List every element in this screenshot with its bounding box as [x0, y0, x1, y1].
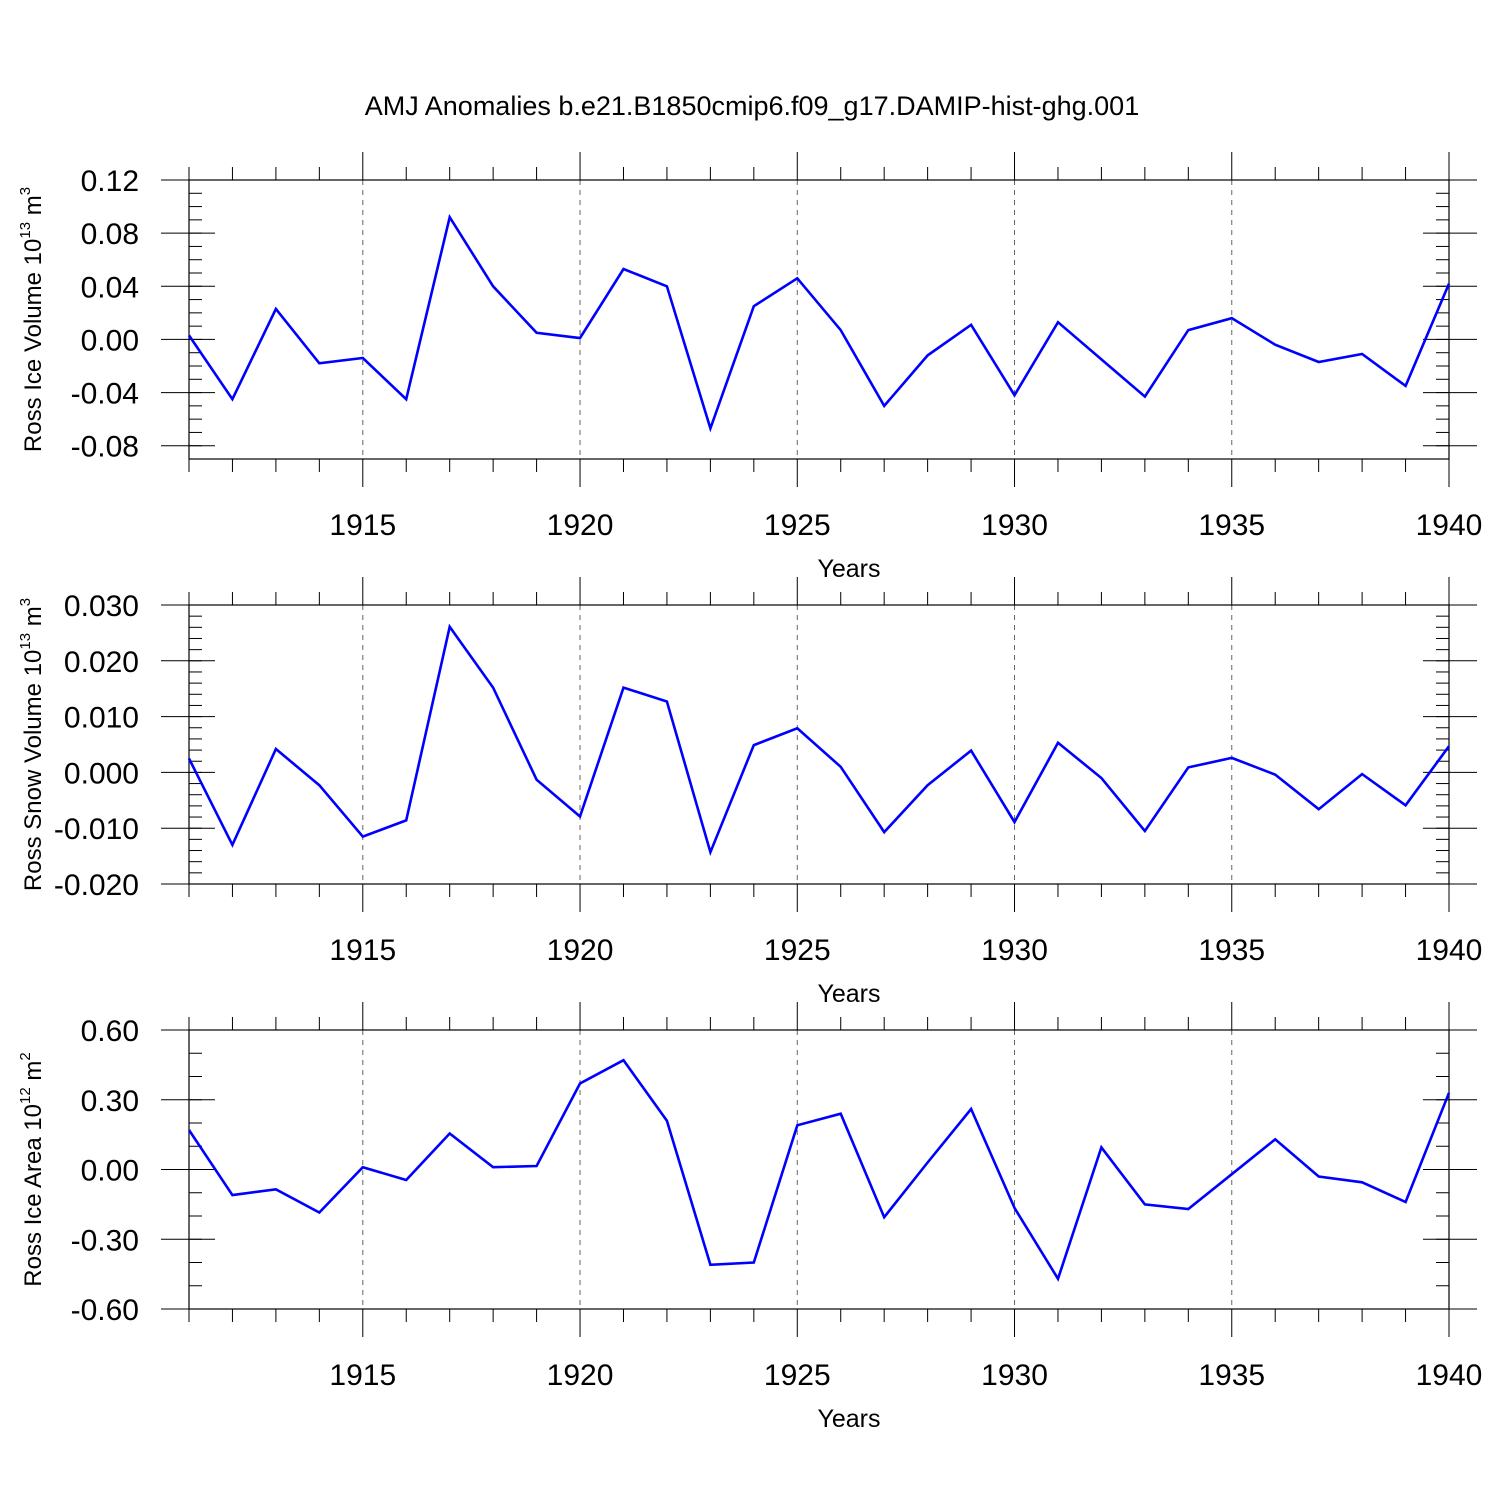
- y-axis-label: Ross Snow Volume 1013 m3: [17, 598, 47, 891]
- x-tick-label: 1930: [981, 1359, 1048, 1392]
- y-tick-label: 0.04: [81, 271, 139, 304]
- x-tick-label: 1935: [1198, 934, 1265, 967]
- x-tick-label: 1920: [547, 509, 614, 542]
- y-tick-label: -0.020: [54, 869, 139, 902]
- y-axis-label-unit-exponent: 2: [17, 1052, 34, 1060]
- y-tick-label: 0.12: [81, 165, 139, 198]
- figure-title: AMJ Anomalies b.e21.B1850cmip6.f09_g17.D…: [365, 91, 1139, 121]
- y-axis-label-unit: m: [20, 195, 47, 222]
- x-tick-label: 1915: [329, 1359, 396, 1392]
- panel-1: 0.12 0.08 0.04 0.00 -0.04 -0.08 1915 1920 1925 19…: [17, 152, 1482, 583]
- x-tick-label: 1940: [1416, 509, 1483, 542]
- x-tick-label: 1920: [547, 1359, 614, 1392]
- x-tick-label: 1920: [547, 934, 614, 967]
- y-tick-label: 0.020: [64, 646, 139, 679]
- plot-frame: [188, 1029, 1450, 1310]
- y-tick-label: 0.08: [81, 218, 139, 251]
- y-tick-label: 0.30: [81, 1085, 139, 1118]
- y-tick-label: -0.08: [71, 431, 139, 464]
- y-tick-label: 0.000: [64, 757, 139, 790]
- x-axis-label: Years: [817, 555, 880, 583]
- y-tick-label: -0.30: [71, 1224, 139, 1257]
- y-axis-label-exponent: 12: [17, 1087, 34, 1104]
- x-tick-label: 1930: [981, 509, 1048, 542]
- y-tick-label: -0.04: [71, 378, 139, 411]
- x-tick-label: 1915: [329, 509, 396, 542]
- y-tick-label: 0.00: [81, 324, 139, 357]
- series-line: [187, 213, 1451, 433]
- y-axis-label-text: Ross Snow Volume 10: [20, 650, 47, 891]
- x-tick-label: 1925: [764, 509, 831, 542]
- series-line: [187, 1058, 1451, 1282]
- x-tick-label: 1925: [764, 1359, 831, 1392]
- y-tick-label: 0.030: [64, 590, 139, 623]
- x-tick-label: 1915: [329, 934, 396, 967]
- y-axis-label: Ross Ice Volume 1013 m3: [17, 187, 47, 452]
- plot-frame: [188, 179, 1450, 460]
- x-axis-label: Years: [817, 980, 880, 1008]
- x-tick-label: 1925: [764, 934, 831, 967]
- y-axis-label-text: Ross Ice Area 10: [20, 1104, 47, 1287]
- x-tick-label: 1935: [1198, 509, 1265, 542]
- x-tick-label: 1940: [1416, 934, 1483, 967]
- x-tick-label: 1930: [981, 934, 1048, 967]
- x-axis-label: Years: [817, 1405, 880, 1433]
- y-axis-label: Ross Ice Area 1012 m2: [17, 1052, 47, 1286]
- y-tick-label: -0.60: [71, 1294, 139, 1327]
- y-tick-label: 0.60: [81, 1015, 139, 1048]
- panel-3: 0.60 0.30 0.00 -0.30 -0.60 1915 1920 1925 1930 19…: [17, 1002, 1482, 1433]
- y-axis-label-text: Ross Ice Volume 10: [20, 239, 47, 452]
- y-axis-label-exponent: 13: [17, 633, 34, 650]
- y-axis-label-exponent: 13: [17, 222, 34, 239]
- x-tick-label: 1935: [1198, 1359, 1265, 1392]
- y-axis-label-unit-exponent: 3: [17, 187, 34, 195]
- panel-2: 0.030 0.020 0.010 0.000 -0.010 -0.020 1915 1920…: [17, 577, 1482, 1008]
- y-tick-label: 0.00: [81, 1155, 139, 1188]
- series-line: [187, 623, 1451, 857]
- y-tick-label: 0.010: [64, 702, 139, 735]
- y-tick-label: -0.010: [54, 813, 139, 846]
- y-axis-label-unit: m: [20, 606, 47, 633]
- y-axis-label-unit: m: [20, 1061, 47, 1088]
- plot-frame: [188, 604, 1450, 885]
- y-axis-label-unit-exponent: 3: [17, 598, 34, 606]
- x-tick-label: 1940: [1416, 1359, 1483, 1392]
